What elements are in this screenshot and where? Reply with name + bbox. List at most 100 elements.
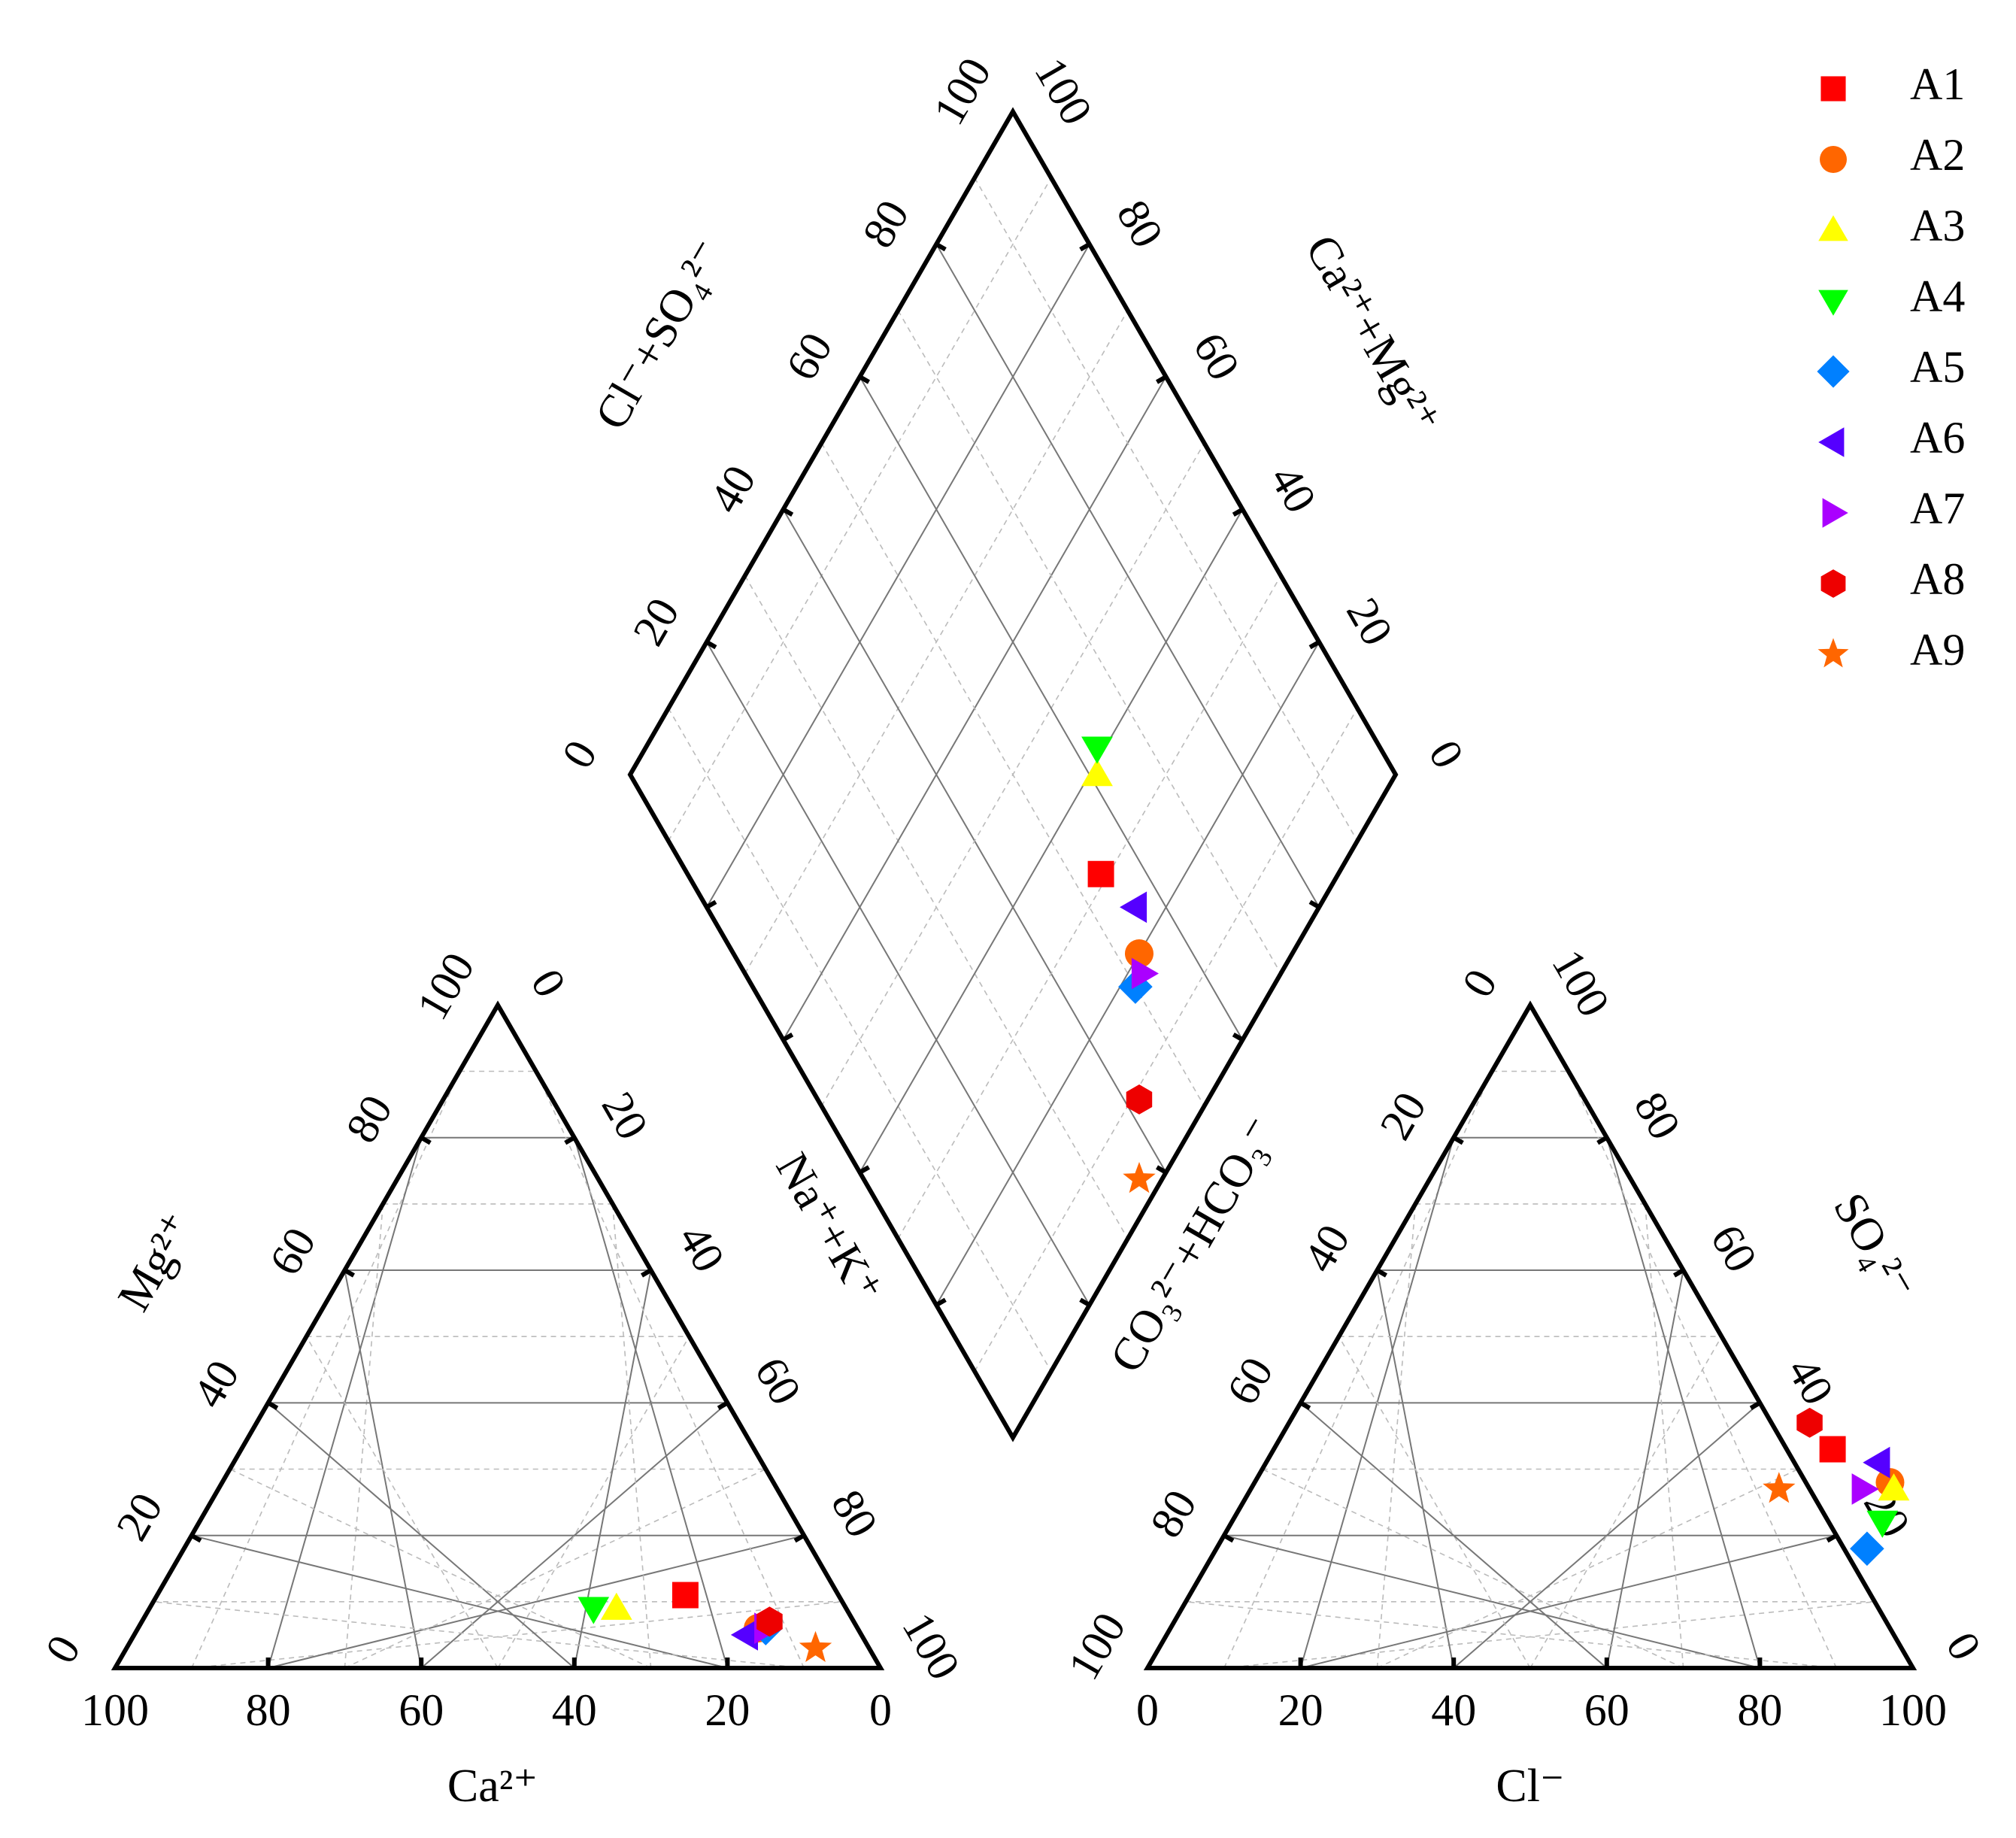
diamond-gridline <box>668 177 1052 842</box>
diamond-tick-mark <box>858 1165 871 1175</box>
cation-tick-mark <box>640 1268 653 1278</box>
diamond-gridline <box>859 376 1244 1041</box>
tick-label-co3-hco3: 100 <box>1059 1604 1135 1688</box>
axis-label-mg: Mg²⁺ <box>108 1204 205 1319</box>
tick-label-na-k: 20 <box>593 1084 658 1148</box>
point-cation-A3 <box>600 1592 632 1620</box>
point-anion-A8 <box>1796 1407 1823 1438</box>
anion-tick-mark <box>1452 1136 1464 1145</box>
legend-marker-A5 <box>1817 355 1850 388</box>
tick-label-cl: 0 <box>1136 1685 1159 1735</box>
cation-gridline <box>305 1336 499 1669</box>
diamond-tick-mark <box>782 507 794 517</box>
tick-label-ca: 20 <box>705 1685 750 1735</box>
legend-marker-A7 <box>1822 498 1848 528</box>
point-diamond-A1 <box>1087 860 1114 887</box>
legend-label-A7: A7 <box>1910 484 1965 533</box>
cation-gridline <box>344 1468 766 1669</box>
anion-gridline <box>1223 1601 1875 1669</box>
tick-label-ca-mg: 20 <box>1337 590 1402 654</box>
tick-label-cl: 40 <box>1431 1685 1476 1735</box>
diamond-gridline <box>668 708 1052 1372</box>
tick-label-ca-mg: 60 <box>1184 324 1249 388</box>
anion-tick-mark <box>1299 1400 1311 1410</box>
point-anion-A4 <box>1866 1510 1899 1538</box>
tick-label-na-k: 100 <box>893 1604 969 1688</box>
tick-label-co3-hco3: 80 <box>1141 1482 1206 1545</box>
anion-gridline <box>1338 1336 1531 1669</box>
diamond-tick-mark <box>1232 1033 1244 1042</box>
tick-label-ca-mg: 40 <box>1260 457 1326 521</box>
diamond-tick-mark <box>1079 1297 1091 1307</box>
tick-label-so4: 80 <box>1625 1084 1690 1148</box>
tick-label-ca: 40 <box>552 1685 597 1735</box>
anion-gridline <box>1262 1468 1684 1669</box>
anion-gridline <box>1299 1402 1608 1669</box>
legend-label-A3: A3 <box>1910 201 1965 250</box>
anion-gridline <box>1185 1601 1837 1669</box>
point-diamond-A6 <box>1120 891 1147 924</box>
cation-gridline <box>573 1137 729 1669</box>
tick-label-mg: 0 <box>36 1627 90 1671</box>
diamond-tick-mark <box>1155 1165 1168 1175</box>
diamond-tick-mark <box>705 899 717 909</box>
tick-label-na-k: 40 <box>668 1216 734 1280</box>
diamond-tick-mark <box>1308 640 1320 650</box>
legend-marker-A2 <box>1820 146 1847 173</box>
legend-label-A4: A4 <box>1910 271 1965 321</box>
tick-label-co3-hco3: 20 <box>1370 1084 1435 1148</box>
diamond-gridline <box>820 442 1205 1107</box>
diamond-gridline <box>935 244 1320 908</box>
point-diamond-A7 <box>1131 957 1159 990</box>
legend-label-A5: A5 <box>1910 342 1965 392</box>
diamond-tick-mark <box>1155 375 1168 384</box>
diamond-gridline <box>897 310 1281 974</box>
anion-gridline <box>1568 1071 1837 1669</box>
tick-label-ca: 60 <box>399 1685 444 1735</box>
tick-label-so4: 100 <box>1542 942 1619 1025</box>
anion-gridline <box>1300 1534 1837 1669</box>
point-cation-A9 <box>799 1630 832 1662</box>
tick-label-na-k: 80 <box>822 1482 887 1545</box>
cation-tick-mark <box>190 1533 202 1543</box>
axis-label-cl: Cl⁻ <box>1496 1761 1564 1812</box>
point-diamond-A9 <box>1123 1162 1156 1193</box>
cation-gridline <box>153 1601 805 1669</box>
point-diamond-A8 <box>1126 1084 1153 1115</box>
point-cation-A8 <box>756 1606 783 1637</box>
legend-label-A9: A9 <box>1910 625 1965 675</box>
tick-label-co3-hco3: 40 <box>1293 1216 1359 1280</box>
diamond-tick-mark <box>858 375 871 384</box>
anion-tick-mark <box>1826 1533 1838 1543</box>
cation-tick-mark <box>343 1268 356 1278</box>
tick-label-ca: 100 <box>81 1685 149 1735</box>
tick-label-cl-so4: 60 <box>776 324 841 388</box>
tick-label-cl-so4: 100 <box>924 50 1001 133</box>
point-anion-A6 <box>1863 1446 1890 1479</box>
axis-label-ca: Ca²⁺ <box>447 1761 538 1812</box>
grid-layer <box>153 177 1875 1669</box>
cation-tick-mark <box>717 1400 729 1410</box>
diamond-gridline <box>705 641 1090 1306</box>
tick-label-cl-so4: 20 <box>623 590 689 654</box>
cation-tick-mark <box>793 1533 805 1543</box>
anion-triangle-frame <box>1143 1000 1917 1670</box>
anion-tick-mark <box>1596 1136 1608 1145</box>
legend-marker-A8 <box>1820 569 1846 598</box>
anion-gridline <box>1223 1534 1760 1669</box>
anion-gridline <box>1605 1269 1684 1669</box>
point-anion-A5 <box>1850 1531 1884 1567</box>
axis-label-ca-mg: Ca²⁺+Mg²⁺ <box>1296 226 1450 442</box>
legend-marker-A9 <box>1817 638 1849 668</box>
axis-label-co3-hco3: CO₃²⁻+HCO₃⁻ <box>1100 1109 1287 1381</box>
tick-label-cl-so4: 40 <box>700 457 765 521</box>
frame-layer <box>111 107 1917 1670</box>
anion-gridline <box>1377 1468 1799 1669</box>
legend-label-A1: A1 <box>1910 59 1965 109</box>
tick-label-cl: 100 <box>1879 1685 1947 1735</box>
diamond-gridline <box>859 508 1244 1173</box>
diamond-tick-mark <box>1079 242 1091 252</box>
tick-label-ca: 0 <box>869 1685 892 1735</box>
tick-label-cl: 20 <box>1278 1685 1323 1735</box>
anion-gridline <box>1605 1137 1761 1669</box>
